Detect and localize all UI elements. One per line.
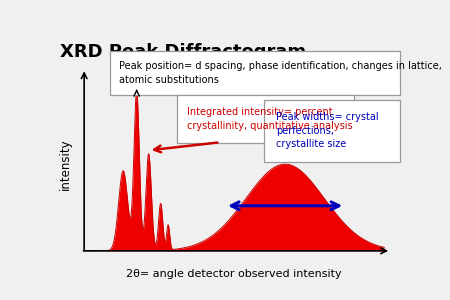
FancyBboxPatch shape	[264, 100, 400, 162]
Text: Peak position= d spacing, phase identification, changes in lattice,
atomic subst: Peak position= d spacing, phase identifi…	[119, 61, 442, 85]
Text: Integrated intensity= percent
crystallinity, quantitative analysis: Integrated intensity= percent crystallin…	[187, 107, 353, 131]
FancyBboxPatch shape	[110, 51, 400, 95]
Text: intensity: intensity	[58, 138, 72, 190]
Text: Peak widths= crystal
perfections,
crystallite size: Peak widths= crystal perfections, crysta…	[276, 112, 378, 149]
Text: 2θ= angle detector observed intensity: 2θ= angle detector observed intensity	[126, 269, 342, 279]
Text: XRD Peak Diffractogram: XRD Peak Diffractogram	[60, 43, 306, 61]
FancyBboxPatch shape	[176, 95, 355, 143]
